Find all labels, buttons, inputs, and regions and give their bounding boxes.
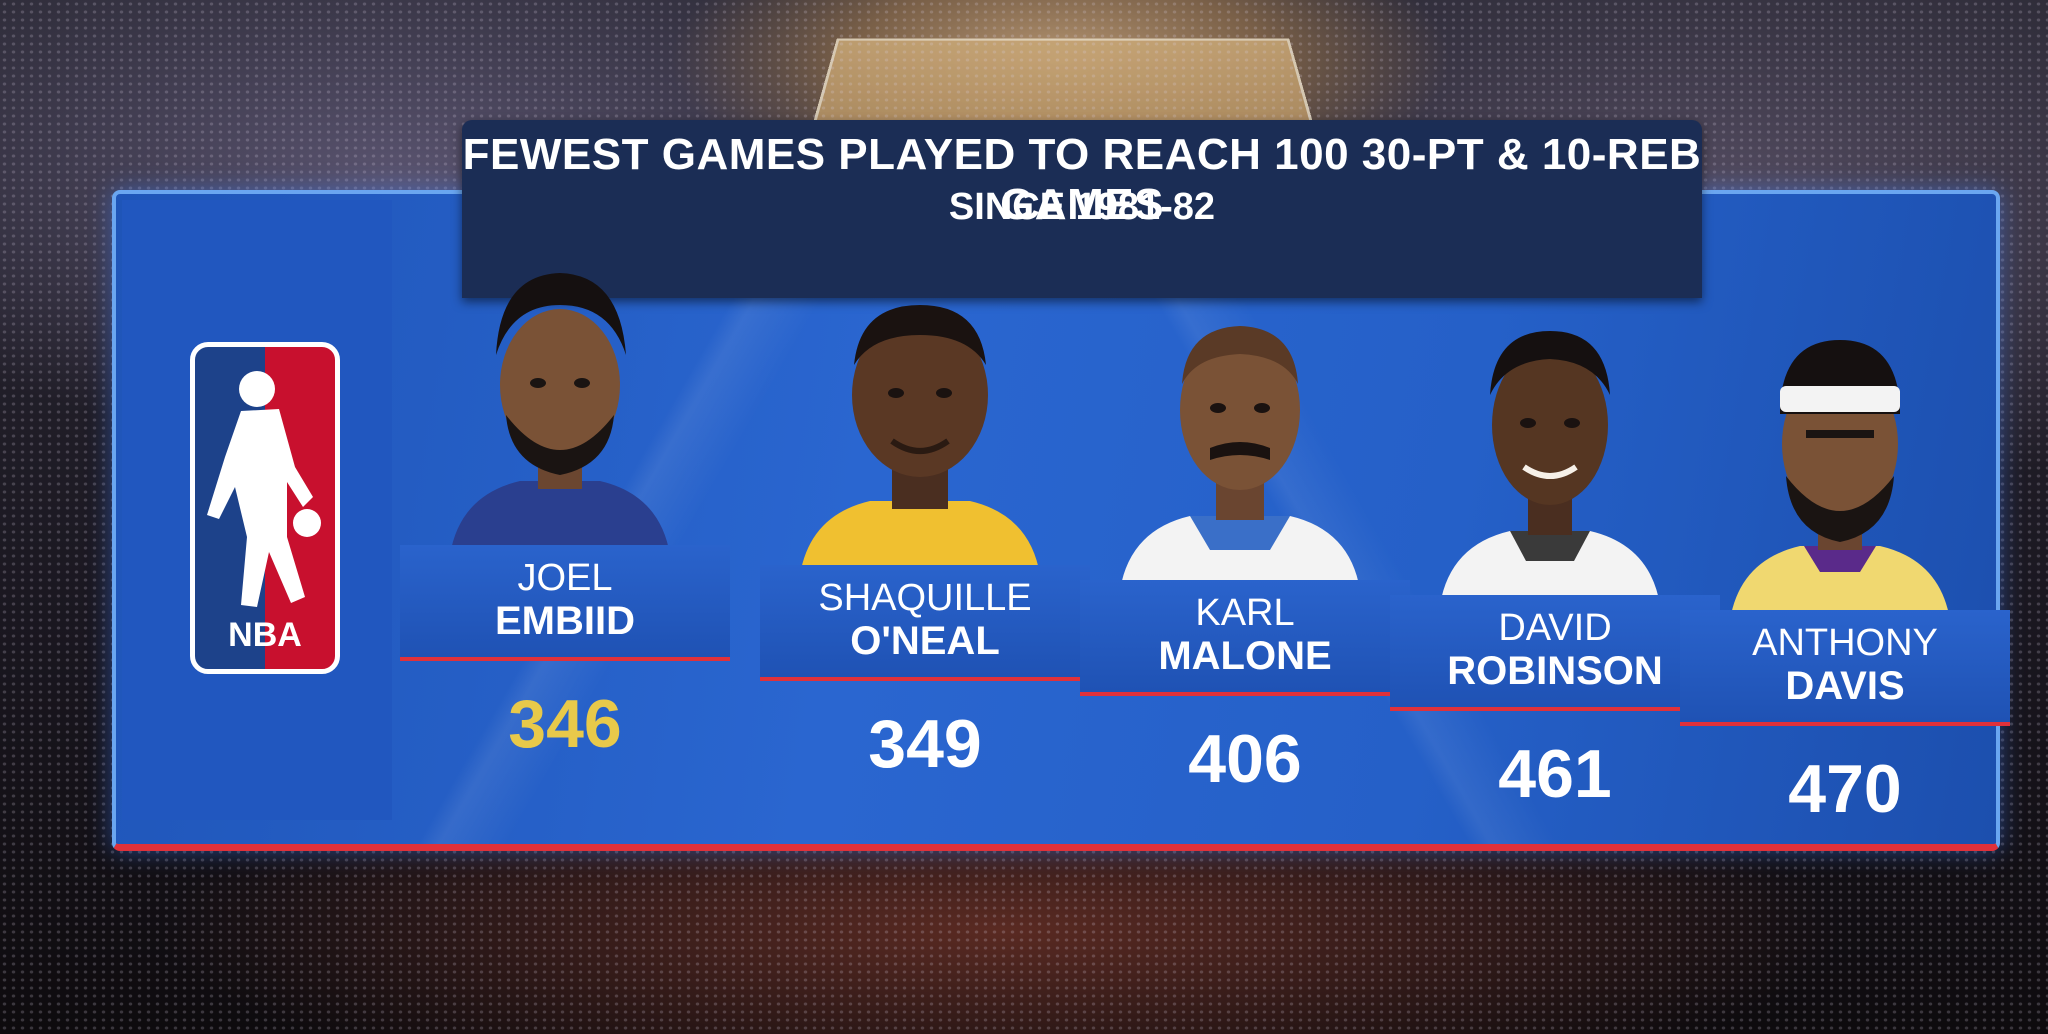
player-headshot-icon: [1730, 340, 1950, 620]
board-shine: [116, 194, 1996, 844]
player-card: KARL MALONE 406: [1080, 280, 1410, 880]
player-card: SHAQUILLE O'NEAL 349: [760, 265, 1090, 865]
player-first-name: DAVID: [1498, 607, 1612, 649]
player-first-name: JOEL: [517, 557, 613, 599]
games-value: 470: [1788, 751, 1902, 827]
title-panel: FEWEST GAMES PLAYED TO REACH 100 30-PT &…: [462, 120, 1702, 298]
player-last-name: O'NEAL: [850, 619, 1000, 663]
player-last-name: MALONE: [1158, 634, 1332, 678]
games-value: 461: [1498, 736, 1612, 812]
player-last-name: EMBIID: [495, 599, 635, 643]
player-headshot-icon: [450, 273, 670, 555]
player-headshot-icon: [1120, 326, 1360, 590]
player-last-name: ROBINSON: [1447, 649, 1663, 693]
graphic-board: [112, 190, 2000, 851]
player-photo: [1720, 310, 1960, 620]
chart-title: FEWEST GAMES PLAYED TO REACH 100 30-PT &…: [462, 130, 1702, 229]
player-photo: [800, 265, 1040, 575]
games-value: 406: [1188, 721, 1302, 797]
nba-logo: NBA: [190, 342, 340, 674]
player-name-box: KARL MALONE: [1080, 580, 1410, 696]
player-headshot-icon: [1440, 331, 1660, 605]
player-photo: [1120, 280, 1360, 590]
games-value: 349: [868, 706, 982, 782]
nba-logo-text: NBA: [228, 616, 302, 654]
player-card: ANTHONY DAVIS 470: [1680, 310, 2010, 910]
player-headshot-icon: [800, 305, 1040, 575]
player-card: DAVID ROBINSON 461: [1390, 295, 1720, 895]
player-last-name: DAVIS: [1785, 664, 1905, 708]
player-name-box: ANTHONY DAVIS: [1680, 610, 2010, 726]
nba-silhouette-icon: [207, 371, 321, 607]
player-name-box: DAVID ROBINSON: [1390, 595, 1720, 711]
player-first-name: KARL: [1195, 592, 1295, 634]
games-value: 346: [508, 686, 622, 762]
player-name-box: SHAQUILLE O'NEAL: [760, 565, 1090, 681]
player-card: JOEL EMBIID 346: [400, 245, 730, 845]
player-first-name: ANTHONY: [1752, 622, 1938, 664]
player-photo: [1430, 295, 1670, 605]
chart-subtitle: SINCE 1981-82: [948, 186, 1216, 228]
player-first-name: SHAQUILLE: [818, 577, 1032, 619]
player-name-box: JOEL EMBIID: [400, 545, 730, 661]
player-photo: [440, 245, 680, 555]
